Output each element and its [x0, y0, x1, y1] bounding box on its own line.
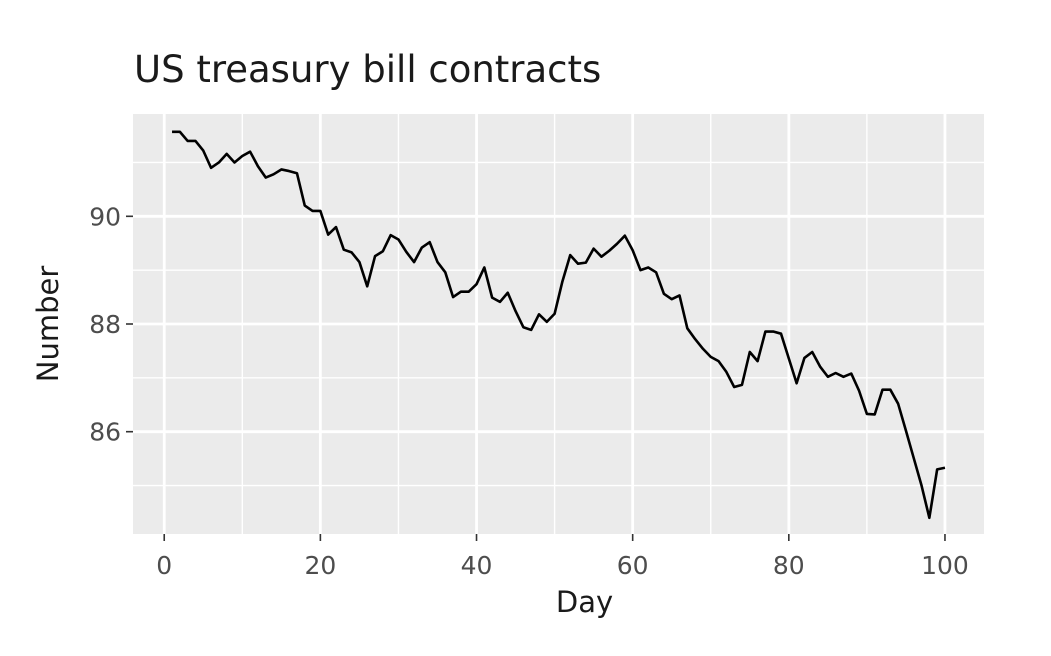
y-tick-label: 90: [89, 202, 121, 231]
x-tick-label: 40: [461, 551, 493, 580]
x-tick-label: 20: [304, 551, 336, 580]
y-tick-label: 88: [89, 310, 121, 339]
series-line: [172, 130, 946, 520]
y-tick-label: 86: [89, 418, 121, 447]
y-axis-title: Number: [31, 265, 65, 383]
x-tick-label: 100: [921, 551, 969, 580]
x-axis-title: Day: [555, 585, 614, 619]
x-tick-label: 0: [156, 551, 172, 580]
x-tick-label: 60: [617, 551, 649, 580]
x-tick-label: 80: [773, 551, 805, 580]
chart-title: US treasury bill contracts: [134, 48, 602, 91]
